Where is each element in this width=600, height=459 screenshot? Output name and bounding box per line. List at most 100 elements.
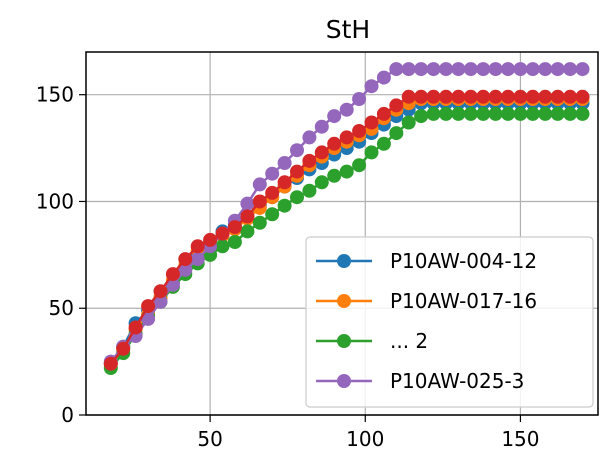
data-point: [376, 70, 391, 85]
data-point: [240, 196, 255, 211]
data-point: [488, 106, 503, 121]
data-point: [451, 89, 466, 104]
data-point: [376, 136, 391, 151]
data-point: [389, 126, 404, 141]
axis-ticks: 50 100 150 0 50 100 150: [36, 83, 540, 451]
data-point: [141, 311, 156, 326]
legend-swatch-marker: [337, 254, 351, 268]
data-point: [352, 92, 367, 106]
data-point: [575, 89, 590, 104]
data-point: [290, 143, 304, 158]
data-point: [439, 62, 453, 77]
data-point: [451, 106, 466, 121]
data-point: [141, 299, 156, 314]
legend-item: ... 2: [316, 329, 428, 353]
data-point: [550, 106, 565, 121]
data-point: [227, 235, 242, 249]
chart-title: StH: [326, 15, 370, 44]
data-point: [538, 89, 553, 104]
data-point: [116, 341, 131, 356]
data-point: [563, 89, 578, 104]
y-tick-label: 50: [49, 296, 74, 320]
data-point: [290, 190, 304, 205]
data-point: [178, 262, 193, 277]
data-point: [513, 62, 528, 77]
data-point: [302, 183, 317, 198]
data-point: [178, 252, 193, 267]
data-point: [488, 89, 503, 104]
data-point: [563, 106, 578, 121]
data-point: [501, 106, 515, 121]
series-layer: [103, 62, 590, 375]
data-point: [501, 89, 515, 104]
legend-label: P10AW-025-3: [390, 369, 524, 393]
data-point: [302, 153, 317, 168]
data-point: [265, 207, 280, 222]
data-point: [463, 62, 478, 77]
data-point: [339, 130, 354, 145]
data-point: [203, 232, 218, 247]
x-tick-label: 50: [197, 427, 222, 451]
legend-box: [305, 236, 594, 408]
legend-item: P10AW-004-12: [316, 249, 537, 273]
y-tick-label: 100: [36, 189, 74, 213]
data-point: [190, 252, 205, 267]
y-tick-label: 150: [36, 83, 74, 107]
data-point: [525, 89, 540, 104]
data-point: [401, 62, 416, 77]
legend-label: P10AW-017-16: [390, 289, 537, 313]
data-point: [476, 106, 491, 121]
data-point: [252, 215, 267, 230]
data-point: [426, 89, 441, 104]
x-tick-label: 150: [501, 427, 539, 451]
legend-item: P10AW-025-3: [316, 369, 524, 393]
legend-swatch-marker: [337, 334, 351, 348]
data-point: [165, 277, 180, 292]
data-point: [352, 158, 367, 173]
series-3: [103, 62, 590, 369]
data-point: [314, 175, 329, 190]
y-tick-label: 0: [61, 403, 74, 427]
data-point: [153, 284, 168, 299]
data-point: [265, 185, 280, 200]
data-point: [513, 89, 528, 104]
data-point: [501, 62, 515, 77]
data-point: [463, 89, 478, 104]
data-point: [277, 156, 292, 170]
data-point: [364, 145, 379, 160]
data-point: [426, 106, 441, 121]
data-point: [327, 136, 342, 151]
data-point: [339, 164, 354, 179]
plot-frame: [85, 51, 599, 416]
series-4: [103, 89, 590, 371]
data-point: [563, 62, 578, 77]
legend: P10AW-004-12 P10AW-017-16 ... 2 P10AW-025-3: [305, 236, 594, 408]
data-point: [339, 102, 354, 117]
data-point: [476, 62, 491, 77]
data-point: [414, 109, 429, 124]
data-point: [265, 166, 280, 181]
data-point: [165, 267, 180, 282]
data-point: [575, 106, 590, 121]
data-point: [240, 209, 255, 224]
data-point: [227, 220, 242, 235]
data-point: [327, 109, 342, 124]
data-point: [103, 356, 118, 371]
data-point: [314, 119, 329, 134]
data-point: [538, 62, 553, 77]
data-point: [513, 106, 528, 121]
data-point: [525, 62, 540, 77]
data-point: [463, 106, 478, 121]
data-point: [426, 62, 441, 77]
data-point: [215, 239, 230, 254]
data-point: [277, 175, 292, 190]
data-point: [550, 62, 565, 77]
data-point: [252, 194, 267, 209]
data-point: [439, 106, 453, 121]
data-point: [451, 62, 466, 77]
data-point: [550, 89, 565, 104]
data-point: [575, 62, 590, 77]
data-point: [389, 98, 404, 113]
data-point: [327, 168, 342, 183]
